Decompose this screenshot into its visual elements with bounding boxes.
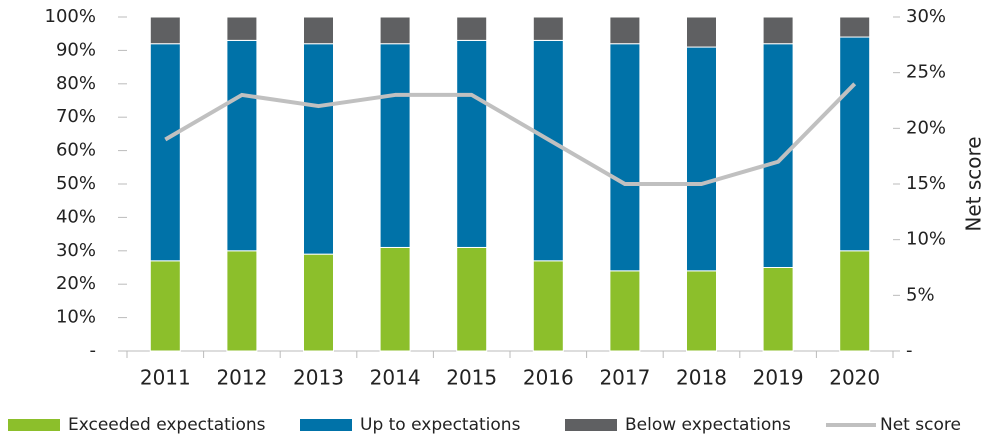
y2-tick-label: 30% xyxy=(906,6,946,27)
x-tick-label: 2011 xyxy=(140,366,191,390)
bar-segment xyxy=(149,16,181,45)
bar-segment xyxy=(686,270,717,352)
bar-segment xyxy=(379,246,411,352)
legend-swatch xyxy=(300,419,352,431)
y2-tick-label: 20% xyxy=(906,117,946,138)
bar-segment xyxy=(303,43,334,255)
bar-segment xyxy=(532,39,564,262)
bar-segment xyxy=(839,36,871,252)
y-tick-label: 40% xyxy=(56,206,96,227)
x-tick-label: 2020 xyxy=(829,366,880,390)
bar-segment xyxy=(839,250,871,352)
bar-segment xyxy=(379,16,411,45)
legend-label: Below expectations xyxy=(625,415,791,435)
legend-label: Up to expectations xyxy=(360,415,521,435)
y-tick-label: 20% xyxy=(56,273,96,294)
bar-segment xyxy=(609,43,641,272)
legend-swatch xyxy=(8,419,60,431)
bar-segment xyxy=(456,246,488,352)
bar-segment xyxy=(149,43,181,262)
bar-segment xyxy=(226,16,258,41)
y2-tick-label: 15% xyxy=(906,173,946,194)
bar-segment xyxy=(149,260,181,352)
y2-tick-label: 25% xyxy=(906,62,946,83)
x-tick-label: 2017 xyxy=(599,366,650,390)
bar-segment xyxy=(456,39,488,248)
bar-segment xyxy=(379,43,411,248)
bar-segment xyxy=(762,267,794,352)
net-score-line xyxy=(164,82,857,186)
y-tick-label: - xyxy=(90,340,97,361)
bar-segment xyxy=(686,16,717,48)
bar-segment xyxy=(609,16,641,45)
x-tick-label: 2014 xyxy=(370,366,421,390)
y-tick-label: 50% xyxy=(56,173,96,194)
y2-axis-title: Net score xyxy=(962,136,983,231)
x-tick-label: 2013 xyxy=(293,366,344,390)
bar-segment xyxy=(609,270,641,352)
y-tick-label: 100% xyxy=(45,6,96,27)
legend: Exceeded expectations Up to expectations B… xyxy=(8,415,961,435)
bar-segment xyxy=(532,260,564,352)
bar-segment xyxy=(532,16,564,41)
y-tick-label: 90% xyxy=(56,39,96,60)
bar-segment xyxy=(303,253,334,352)
bar-segment xyxy=(839,16,871,38)
legend-swatch xyxy=(565,419,617,431)
y2-tick-label: 10% xyxy=(906,229,946,250)
y2-tick-label: 5% xyxy=(906,284,935,305)
bar-segment xyxy=(762,43,794,268)
y2-tick-label: - xyxy=(906,340,913,361)
x-tick-label: 2016 xyxy=(523,366,574,390)
x-tick-label: 2018 xyxy=(676,366,727,390)
y-tick-label: 70% xyxy=(56,106,96,127)
y-tick-label: 10% xyxy=(56,307,96,328)
bar-segment xyxy=(762,16,794,45)
y-tick-label: 60% xyxy=(56,140,96,161)
bar-segment xyxy=(226,39,258,252)
bar-segment xyxy=(686,46,717,272)
x-tick-label: 2015 xyxy=(446,366,497,390)
legend-label: Net score xyxy=(880,415,961,435)
x-tick-label: 2012 xyxy=(216,366,267,390)
y-tick-label: 80% xyxy=(56,73,96,94)
bar-segment xyxy=(303,16,334,45)
bar-segment xyxy=(226,250,258,352)
legend-label: Exceeded expectations xyxy=(68,415,266,435)
bar-segment xyxy=(456,16,488,41)
x-tick-label: 2019 xyxy=(753,366,804,390)
y-tick-label: 30% xyxy=(56,240,96,261)
